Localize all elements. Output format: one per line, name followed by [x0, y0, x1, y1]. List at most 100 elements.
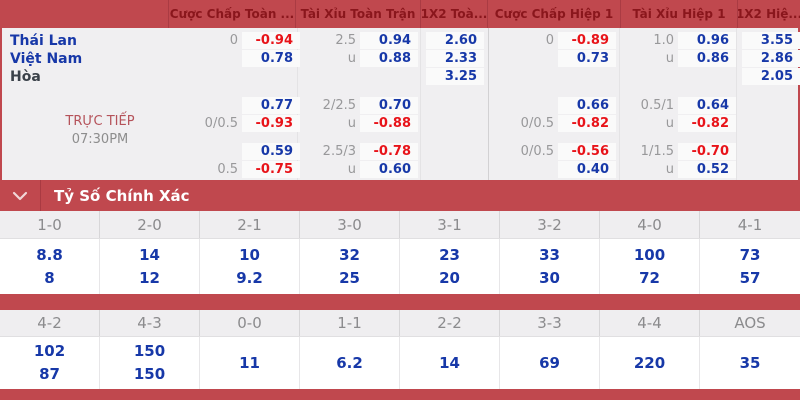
score-header-cell: 1-1: [300, 310, 400, 336]
handicap-line: 0/0.5: [520, 116, 554, 131]
handicap-line: u: [665, 162, 674, 177]
odds-value[interactable]: -0.82: [558, 115, 616, 132]
odds-value[interactable]: -0.94: [242, 32, 300, 49]
odds-value[interactable]: 0.64: [678, 97, 736, 114]
score-odds-cell[interactable]: 11: [200, 337, 300, 389]
score-odds-value: 8: [44, 268, 55, 287]
correct-score-section-bar[interactable]: Tỷ Số Chính Xác: [0, 180, 800, 211]
handicap-line: u: [665, 51, 674, 66]
odds-value[interactable]: 3.55: [742, 32, 800, 49]
handicap-line: 2.5: [335, 33, 356, 48]
collapse-toggle[interactable]: [0, 180, 41, 211]
score-header-cell: 2-0: [100, 211, 200, 238]
handicap-line: 0.5: [217, 162, 238, 177]
column-divider: [420, 28, 421, 180]
score-header-cell: 2-2: [400, 310, 500, 336]
score-odds-cell[interactable]: 220: [600, 337, 700, 389]
score-odds-value: 69: [539, 353, 560, 372]
score-odds-cell[interactable]: 10 9.2: [200, 239, 300, 294]
odds-value[interactable]: 0.70: [360, 97, 418, 114]
header-col-1: Tài Xỉu Toàn Trận: [295, 0, 420, 28]
score-odds-cell[interactable]: 73 57: [700, 239, 800, 294]
score-odds-value: 72: [639, 268, 660, 287]
section-title: Tỷ Số Chính Xác: [54, 186, 190, 205]
score-header-cell: 4-2: [0, 310, 100, 336]
odds-value[interactable]: 2.05: [742, 68, 800, 85]
score-header-row: 1-0 2-0 2-1 3-0 3-1 3-2 4-0 4-1: [0, 211, 800, 239]
score-header-cell: 3-1: [400, 211, 500, 238]
score-values-row: 102 87 150 150 11 6.2 14 69 220 35: [0, 337, 800, 389]
odds-value[interactable]: -0.93: [242, 115, 300, 132]
handicap-line: u: [665, 116, 674, 131]
handicap-line: 0/0.5: [204, 116, 238, 131]
odds-value[interactable]: -0.88: [360, 115, 418, 132]
match-time: 07:30PM: [71, 132, 129, 147]
score-odds-value: 11: [239, 353, 260, 372]
odds-value[interactable]: -0.89: [558, 32, 616, 49]
live-label: TRỰC TIẾP: [65, 114, 135, 129]
score-odds-cell[interactable]: 32 25: [300, 239, 400, 294]
odds-value[interactable]: -0.56: [558, 143, 616, 160]
score-odds-value: 35: [739, 353, 761, 372]
odds-value[interactable]: 0.66: [558, 97, 616, 114]
chevron-down-icon: [12, 191, 28, 200]
handicap-line: u: [347, 51, 356, 66]
odds-value[interactable]: 0.60: [360, 161, 418, 178]
team-name-1: Việt Nam: [10, 51, 83, 67]
score-values-row: 8.8 8 14 12 10 9.2 32 25 23 20 33 30 100 72 73 57: [0, 239, 800, 294]
score-odds-cell[interactable]: 102 87: [0, 337, 100, 389]
odds-value[interactable]: 3.25: [426, 68, 484, 85]
score-odds-value: 25: [339, 268, 360, 287]
score-odds-value: 23: [439, 245, 460, 264]
score-odds-value: 87: [39, 365, 60, 383]
score-odds-value: 150: [133, 342, 166, 360]
odds-value[interactable]: -0.78: [360, 143, 418, 160]
score-odds-cell[interactable]: 150 150: [100, 337, 200, 389]
score-odds-cell[interactable]: 100 72: [600, 239, 700, 294]
odds-value[interactable]: 0.59: [242, 143, 300, 160]
score-odds-cell[interactable]: 23 20: [400, 239, 500, 294]
header-spacer: [0, 0, 168, 28]
odds-value[interactable]: 0.94: [360, 32, 418, 49]
odds-value[interactable]: 0.52: [678, 161, 736, 178]
score-header-cell: 4-4: [600, 310, 700, 336]
odds-value[interactable]: -0.70: [678, 143, 736, 160]
odds-value[interactable]: 0.77: [242, 97, 300, 114]
score-header-cell: 3-2: [500, 211, 600, 238]
odds-value[interactable]: 2.60: [426, 32, 484, 49]
odds-value[interactable]: 2.86: [742, 50, 800, 67]
odds-value[interactable]: 0.40: [558, 161, 616, 178]
header-col-0: Cược Chấp Toàn ...: [168, 0, 295, 28]
score-header-cell: 3-3: [500, 310, 600, 336]
score-odds-value: 32: [339, 245, 360, 264]
score-odds-cell[interactable]: 69: [500, 337, 600, 389]
score-odds-cell[interactable]: 6.2: [300, 337, 400, 389]
score-odds-cell[interactable]: 8.8 8: [0, 239, 100, 294]
header-col-5: 1X2 Hiệ...: [737, 0, 800, 28]
handicap-line: 0: [545, 33, 554, 48]
handicap-line: 1/1.5: [640, 144, 674, 159]
odds-value[interactable]: -0.75: [242, 161, 300, 178]
live-block: TRỰC TIẾP 07:30PM: [2, 114, 198, 147]
column-divider: [488, 28, 489, 180]
column-divider: [619, 28, 620, 180]
score-odds-cell[interactable]: 14: [400, 337, 500, 389]
score-odds-value: 14: [139, 245, 160, 264]
handicap-line: 2/2.5: [322, 98, 356, 113]
score-header-cell: 4-1: [737, 215, 763, 234]
score-odds-cell[interactable]: 35: [700, 337, 800, 389]
score-odds-value: 10: [239, 245, 260, 264]
odds-value[interactable]: 0.86: [678, 50, 736, 67]
score-odds-value: 14: [439, 353, 460, 372]
odds-value[interactable]: 0.96: [678, 32, 736, 49]
odds-value[interactable]: 2.33: [426, 50, 484, 67]
odds-value[interactable]: 0.78: [242, 50, 300, 67]
odds-value[interactable]: -0.82: [678, 115, 736, 132]
score-odds-cell[interactable]: 14 12: [100, 239, 200, 294]
handicap-line: 2.5/3: [322, 144, 356, 159]
score-odds-cell[interactable]: 33 30: [500, 239, 600, 294]
header-col-4: Tài Xỉu Hiệp 1: [620, 0, 737, 28]
odds-value[interactable]: 0.88: [360, 50, 418, 67]
odds-value[interactable]: 0.73: [558, 50, 616, 67]
red-divider-bar: [0, 294, 800, 310]
